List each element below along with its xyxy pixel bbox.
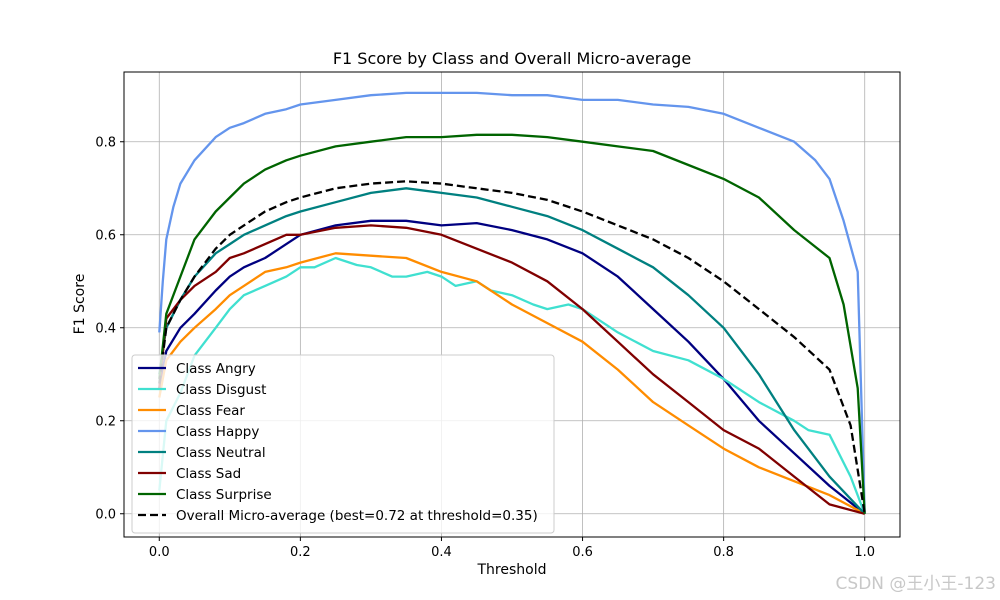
plot-frame — [123, 71, 901, 538]
legend-label: Class Surprise — [176, 487, 272, 503]
x-tick-label: 1.0 — [854, 545, 875, 560]
series-line-class-disgust — [158, 256, 866, 515]
legend-label: Class Neutral — [176, 445, 266, 461]
y-tick-label: 0.8 — [95, 135, 116, 150]
legend-label: Class Happy — [176, 424, 259, 440]
x-tick-label: 0.6 — [572, 545, 593, 560]
series-line-class-neutral — [158, 187, 866, 515]
axis-ticks: 0.0 0.2 0.4 0.6 0.8 1.0 0.0 0.2 0.4 0.6 0.8 — [95, 135, 875, 560]
legend-label: Class Disgust — [176, 382, 266, 398]
x-axis-label: Threshold — [477, 562, 547, 578]
series-line-class-surprise — [158, 133, 866, 514]
y-axis-label: F1 Score — [72, 274, 88, 335]
y-tick-label: 0.4 — [95, 321, 116, 336]
legend-label: Overall Micro-average (best=0.72 at thre… — [176, 508, 538, 524]
series-line-overall-micro-average-best-0-72-at-threshold-0-35 — [158, 180, 866, 514]
chart-title: F1 Score by Class and Overall Micro-aver… — [333, 49, 691, 68]
series-lines — [158, 91, 866, 515]
legend-box — [131, 354, 555, 534]
x-tick-label: 0.0 — [149, 545, 170, 560]
x-tick-label: 0.4 — [431, 545, 452, 560]
x-tick-label: 0.8 — [713, 545, 734, 560]
series-line-class-sad — [158, 224, 865, 515]
legend-label: Class Angry — [176, 361, 256, 377]
x-tick-label: 0.2 — [290, 545, 311, 560]
y-tick-label: 0.0 — [95, 507, 116, 522]
series-line-class-happy — [158, 91, 866, 514]
legend-label: Class Fear — [176, 403, 245, 419]
series-line-class-angry — [158, 219, 866, 515]
y-tick-label: 0.6 — [95, 228, 116, 243]
watermark: CSDN @王小王-123 — [835, 574, 996, 594]
legend: Class Angry Class Disgust Class Fear Class … — [131, 354, 555, 534]
y-tick-label: 0.2 — [95, 414, 116, 429]
legend-label: Class Sad — [176, 466, 241, 482]
series-line-class-fear — [158, 252, 866, 515]
